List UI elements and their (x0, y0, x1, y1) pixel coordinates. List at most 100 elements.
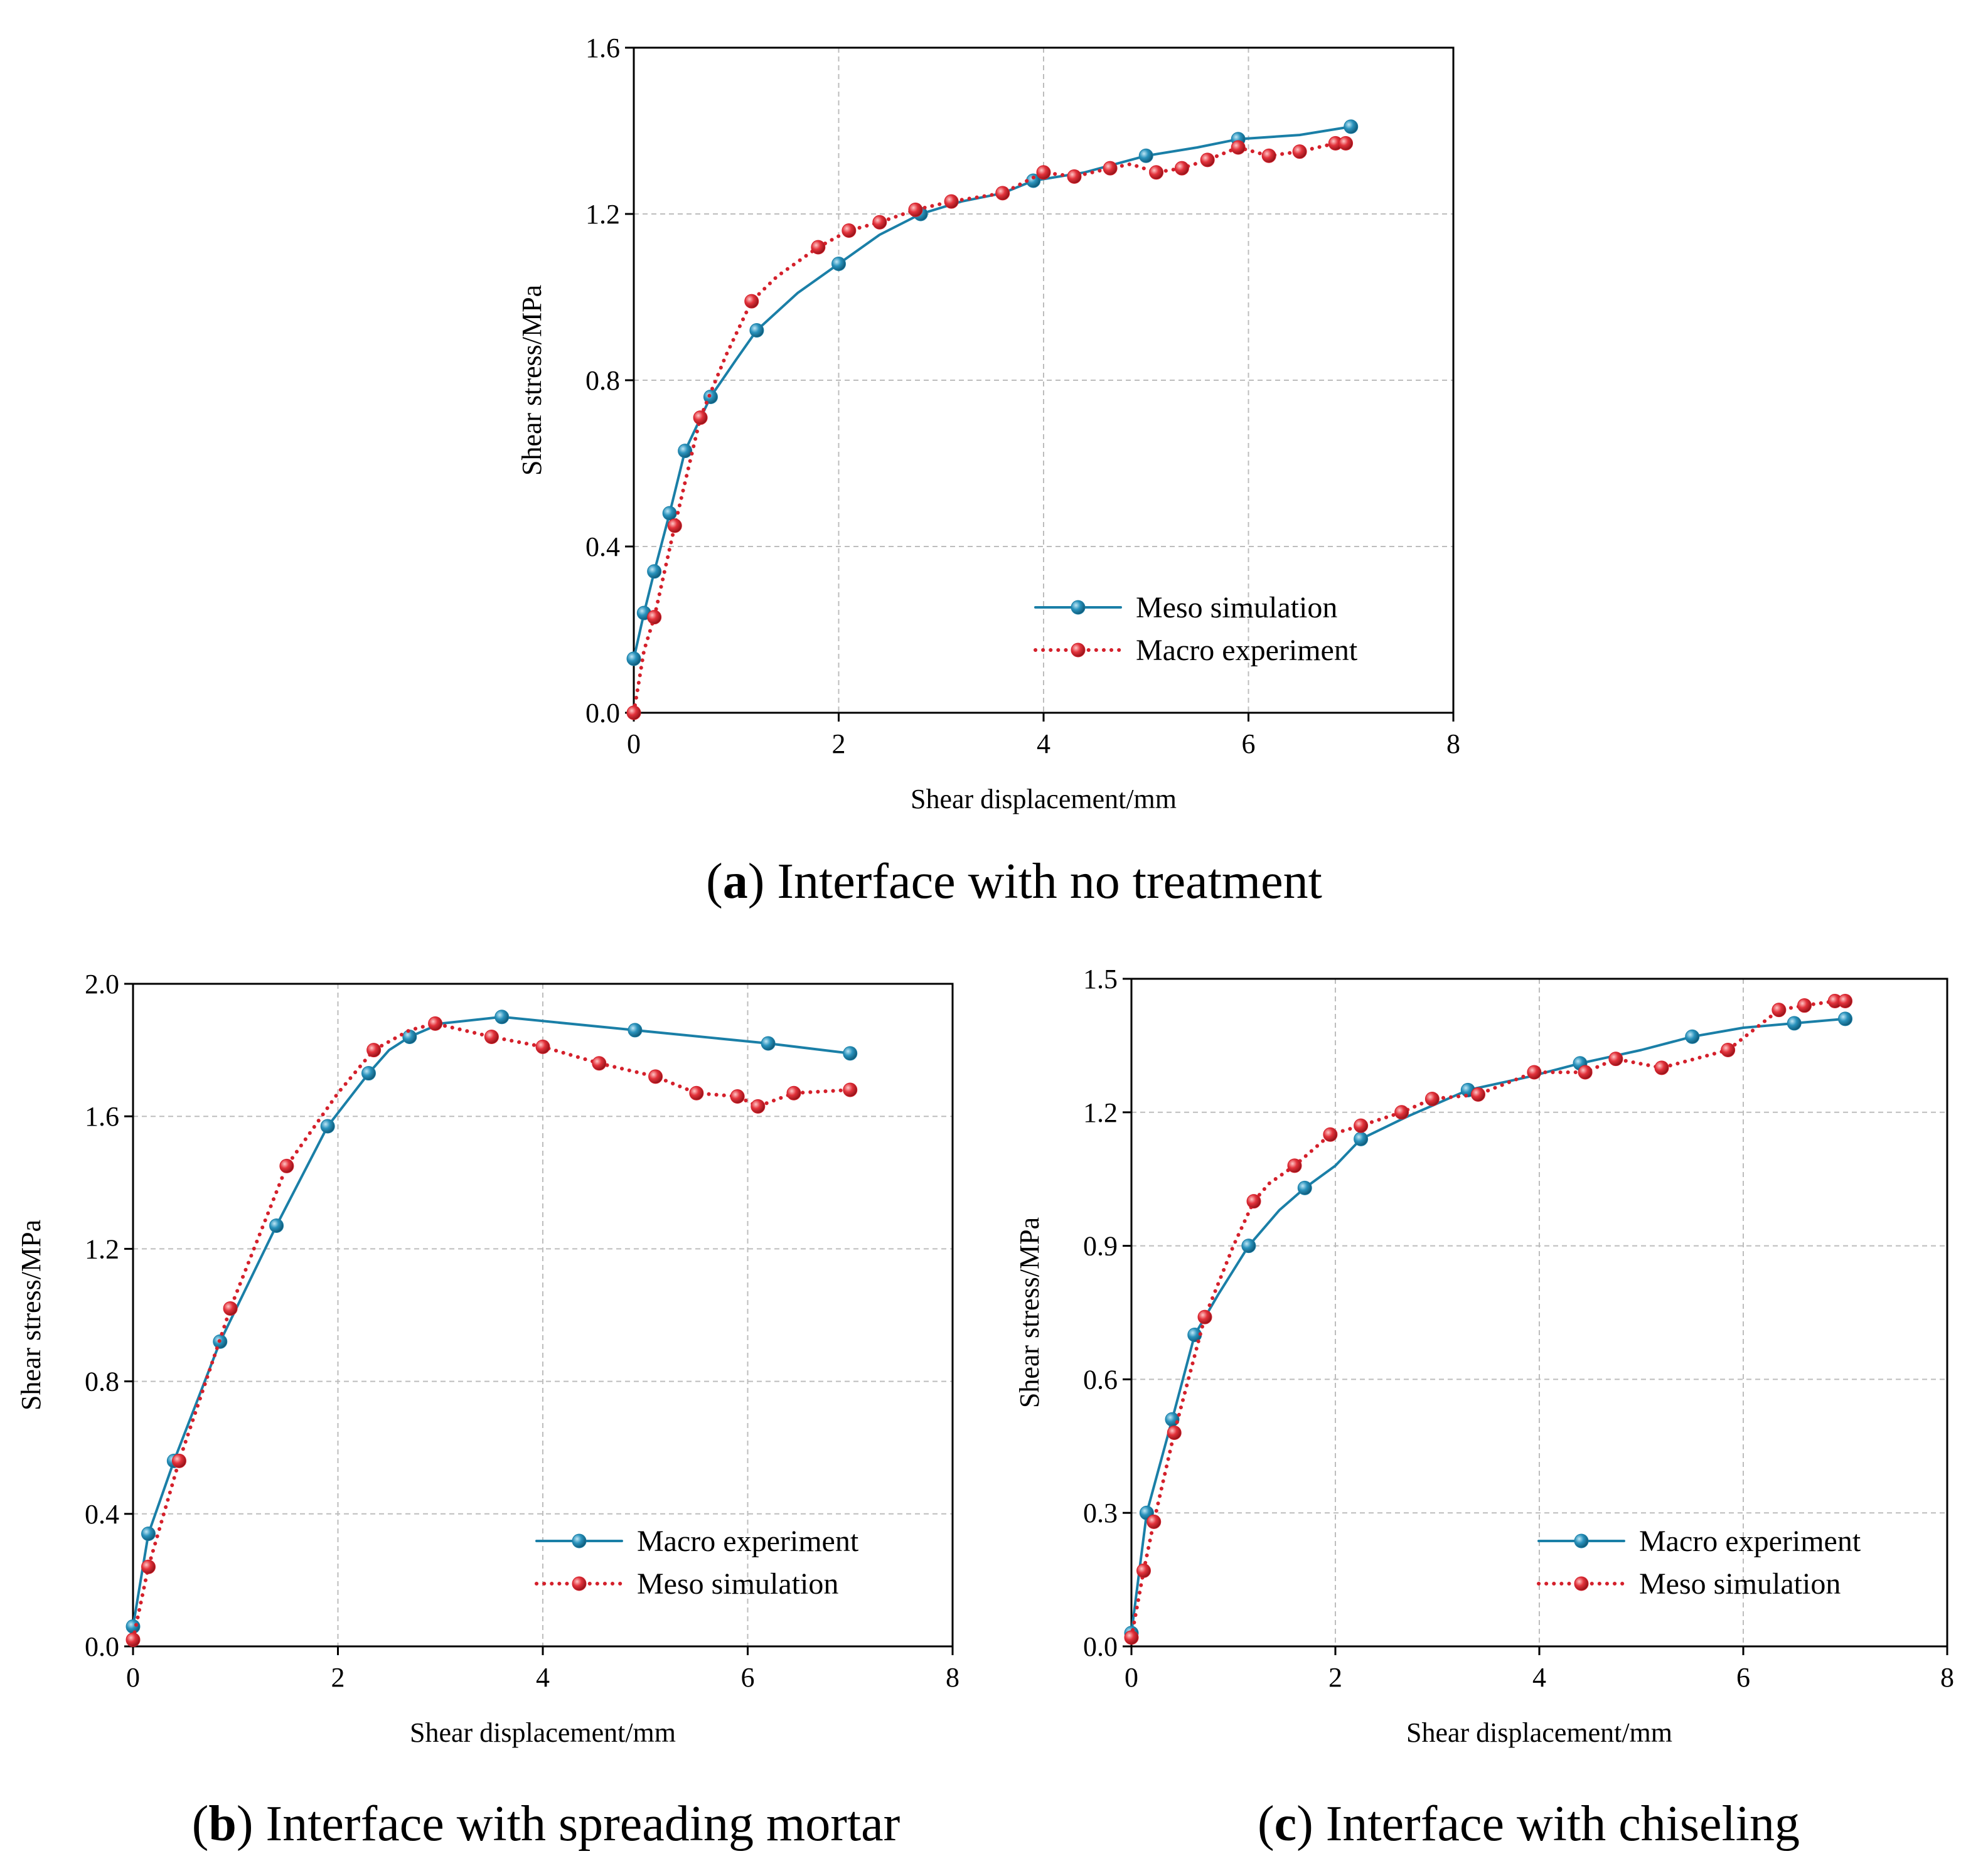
data-point (1292, 144, 1307, 159)
data-point (1261, 148, 1276, 163)
x-tick-label: 0 (627, 728, 641, 759)
x-tick-label: 4 (1037, 728, 1050, 759)
data-point (1354, 1118, 1369, 1133)
legend-marker (1071, 600, 1086, 615)
data-point (126, 1632, 141, 1647)
data-point (842, 223, 857, 238)
y-tick-label: 0.0 (1083, 1631, 1118, 1662)
caption-c-letter: c (1274, 1796, 1297, 1852)
caption-b: (b) Interface with spreading mortar (191, 1796, 900, 1852)
data-point (1149, 165, 1164, 180)
data-point (843, 1046, 858, 1061)
y-tick-label: 0.4 (85, 1499, 119, 1530)
data-point (1354, 1131, 1369, 1146)
data-point (171, 1453, 186, 1468)
data-point (1797, 998, 1812, 1013)
data-point (995, 186, 1010, 201)
data-point (647, 564, 662, 579)
data-point (843, 1082, 858, 1097)
data-point (1838, 993, 1852, 1008)
data-point (626, 705, 641, 720)
data-point (744, 294, 759, 309)
data-point (1246, 1194, 1261, 1209)
x-tick-label: 4 (536, 1662, 550, 1693)
caption-b-letter: b (208, 1796, 237, 1852)
data-point (1838, 1011, 1852, 1026)
data-point (1721, 1042, 1736, 1057)
data-point (1772, 1003, 1787, 1018)
data-point (1124, 1630, 1139, 1645)
data-point (1527, 1065, 1542, 1080)
legend-marker (1071, 642, 1086, 658)
data-point (1654, 1060, 1669, 1075)
caption-a-letter: a (722, 854, 748, 909)
y-tick-label: 1.6 (85, 1101, 119, 1132)
legend-marker (572, 1533, 587, 1549)
y-tick-label: 0.0 (85, 1631, 119, 1662)
data-point (662, 506, 677, 521)
data-point (626, 651, 641, 666)
data-point (628, 1023, 643, 1038)
data-point (1608, 1052, 1623, 1067)
y-tick-label: 0.4 (585, 531, 620, 562)
data-point (1174, 161, 1189, 176)
data-point (1424, 1092, 1440, 1107)
data-point (320, 1119, 335, 1134)
legend-marker (1574, 1576, 1589, 1591)
data-point (1471, 1087, 1485, 1102)
data-point (1197, 1309, 1212, 1325)
x-tick-label: 8 (946, 1662, 959, 1693)
chart-panel-a: 0 2 4 6 8 0.0 0.4 0.8 1.2 1.6 Shear displacement/m… (516, 33, 1460, 814)
y-axis-title: Shear stress/MPa (1014, 1217, 1045, 1408)
data-point (693, 410, 708, 425)
chart-panel-b: 0 2 4 6 8 0.0 0.4 0.8 1.2 1.6 2.0 Shear displacemen… (16, 969, 959, 1748)
data-point (428, 1016, 443, 1031)
caption-c: (c) Interface with chiseling (1257, 1796, 1800, 1852)
data-point (1036, 165, 1051, 180)
legend-label: Meso simulation (1639, 1567, 1841, 1601)
data-point (908, 202, 923, 217)
data-point (592, 1056, 607, 1071)
data-point (1165, 1412, 1180, 1427)
x-tick-label: 2 (1328, 1662, 1342, 1693)
series-line-dotted (131, 1021, 852, 1642)
x-axis-title: Shear displacement/mm (1406, 1717, 1672, 1748)
data-point (1287, 1158, 1302, 1173)
data-point (1323, 1127, 1338, 1142)
y-tick-label: 2.0 (85, 969, 119, 999)
series-line-solid (633, 125, 1352, 660)
y-tick-label: 0.3 (1083, 1498, 1118, 1528)
data-point (872, 215, 887, 230)
data-point (678, 444, 693, 459)
data-point (648, 1069, 663, 1084)
legend-marker (1574, 1533, 1589, 1549)
data-point (1787, 1016, 1802, 1031)
x-tick-label: 8 (1446, 728, 1460, 759)
y-tick-label: 0.8 (85, 1367, 119, 1397)
data-point (366, 1043, 382, 1058)
y-tick-label: 1.2 (85, 1234, 119, 1264)
data-point (831, 257, 846, 271)
caption-c-text: Interface with chiseling (1325, 1796, 1800, 1852)
caption-b-text: Interface with spreading mortar (265, 1796, 900, 1852)
data-point (1136, 1563, 1151, 1578)
data-point (1167, 1426, 1182, 1441)
data-point (1241, 1239, 1256, 1254)
data-point (761, 1036, 776, 1051)
y-tick-label: 0.0 (585, 698, 620, 728)
data-point (730, 1089, 745, 1104)
y-axis-title: Shear stress/MPa (516, 285, 547, 476)
series-line-dotted (632, 141, 1348, 715)
data-point (141, 1559, 156, 1574)
data-point (1297, 1180, 1312, 1195)
data-point (1138, 148, 1153, 163)
data-point (1344, 119, 1359, 134)
x-axis-title: Shear displacement/mm (410, 1717, 676, 1748)
data-point (535, 1039, 550, 1054)
data-point (494, 1010, 510, 1025)
data-point (751, 1099, 766, 1114)
x-tick-label: 0 (1125, 1662, 1138, 1693)
data-point (811, 240, 826, 255)
data-point (1685, 1029, 1700, 1044)
x-tick-label: 0 (126, 1662, 140, 1693)
